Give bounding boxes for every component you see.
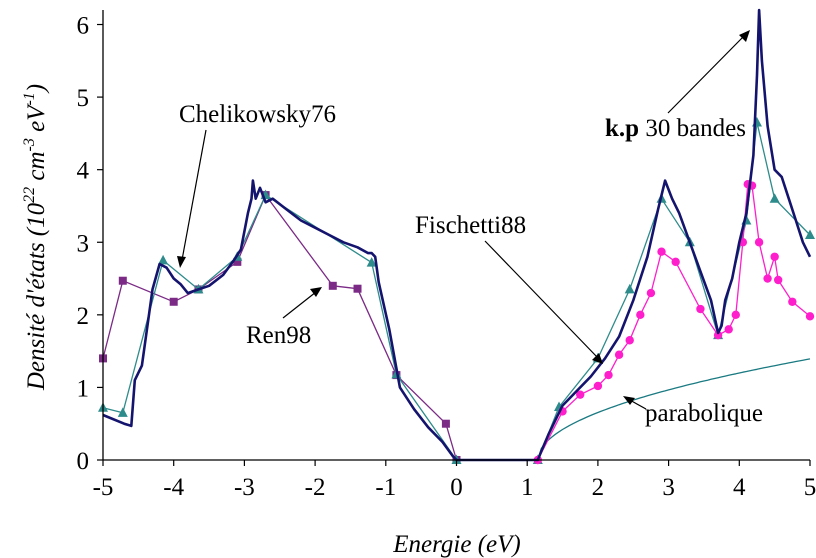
data-point-chelikowsky76: [624, 283, 635, 294]
data-point-fischetti88: [754, 238, 764, 247]
series-parabolique: [537, 358, 811, 461]
data-point-fischetti88: [773, 275, 783, 285]
y-tick-label: 5: [77, 85, 90, 112]
data-point-fischetti88: [696, 304, 705, 314]
data-point-fischetti88: [770, 252, 779, 261]
data-point-fischetti88: [788, 297, 797, 306]
x-axis-title: Energie (eV): [392, 531, 520, 558]
arrow-kp-30-bandes: [667, 35, 745, 114]
data-point-fischetti88: [576, 390, 585, 399]
annotation-kp-30-bandes: k.p 30 bandes: [605, 115, 746, 142]
arrowhead-fischetti88: [592, 353, 603, 364]
y-tick-label: 4: [77, 158, 90, 185]
x-tick-label: -5: [93, 474, 114, 501]
data-point-fischetti88: [713, 330, 723, 340]
x-tick-label: 4: [733, 474, 746, 501]
annotation-chelikowsky76: Chelikowsky76: [179, 101, 336, 128]
series-k-p-30-bandes: [102, 8, 812, 462]
data-point-chelikowsky76: [805, 229, 815, 239]
arrowhead-chelikowsky76: [177, 256, 186, 268]
arrow-ren98: [282, 291, 317, 319]
data-point-chelikowsky76: [769, 193, 780, 203]
y-tick-label: 0: [77, 448, 90, 475]
annotations: Chelikowsky76 Ren98 Fischetti88 k.p 30 b…: [177, 30, 763, 427]
data-point-fischetti88: [614, 350, 624, 359]
data-point-fischetti88: [593, 381, 603, 391]
x-tick-label: 2: [592, 474, 605, 501]
data-point-ren98: [328, 281, 337, 290]
annotation-fischetti88: Fischetti88: [415, 212, 526, 239]
series-layer: [98, 8, 815, 465]
y-ticks: 0 1 2 3 4 5 6: [77, 13, 103, 475]
y-tick-label: 6: [77, 13, 90, 40]
x-tick-label: -2: [305, 474, 326, 501]
data-point-fischetti88: [625, 336, 634, 345]
data-point-ren98: [118, 276, 127, 285]
data-point-fischetti88: [724, 325, 733, 334]
x-tick-label: 1: [521, 474, 534, 501]
series-fischetti88: [533, 179, 815, 465]
annotation-parabolique: parabolique: [645, 400, 763, 427]
data-point-chelikowsky76: [117, 407, 128, 417]
data-point-chelikowsky76: [366, 257, 377, 267]
x-tick-label: 0: [450, 474, 463, 501]
arrow-fischetti88: [484, 240, 599, 359]
x-tick-label: 5: [804, 474, 816, 501]
arrowhead-ren98: [310, 287, 322, 297]
data-point-fischetti88: [671, 257, 680, 267]
x-tick-label: -4: [163, 474, 184, 501]
data-point-ren98: [441, 419, 450, 428]
arrowhead-parabolique: [623, 396, 635, 405]
arrow-chelikowsky76: [181, 129, 207, 261]
axes: -5 -4 -3 -2 -1 0 1 2 3 4 5 0 1 2 3 4 5 6: [77, 10, 816, 501]
data-point-fischetti88: [805, 312, 815, 321]
data-point-chelikowsky76: [158, 254, 169, 265]
y-axis-title: Densité d'états (1022 cm-3 eV-1): [21, 84, 50, 391]
data-point-fischetti88: [636, 310, 645, 320]
data-point-ren98: [169, 297, 178, 306]
data-point-ren98: [233, 257, 242, 266]
series-line-parabolique: [537, 358, 811, 461]
data-point-fischetti88: [763, 274, 772, 283]
y-tick-label: 3: [77, 230, 90, 257]
y-tick-label: 1: [77, 375, 90, 402]
data-point-ren98: [353, 284, 362, 293]
x-tick-label: -3: [234, 474, 255, 501]
data-point-fischetti88: [657, 247, 666, 256]
annotation-ren98: Ren98: [246, 322, 311, 349]
x-tick-label: 3: [662, 474, 675, 501]
y-tick-label: 2: [77, 303, 90, 330]
data-point-fischetti88: [604, 370, 613, 380]
data-point-fischetti88: [731, 310, 740, 320]
data-point-fischetti88: [646, 288, 656, 298]
x-tick-label: -1: [375, 474, 396, 501]
arrowhead-kp-30-bandes: [739, 30, 750, 42]
x-ticks: -5 -4 -3 -2 -1 0 1 2 3 4 5: [93, 460, 816, 501]
series-line-k-p-30-bandes: [102, 8, 812, 462]
